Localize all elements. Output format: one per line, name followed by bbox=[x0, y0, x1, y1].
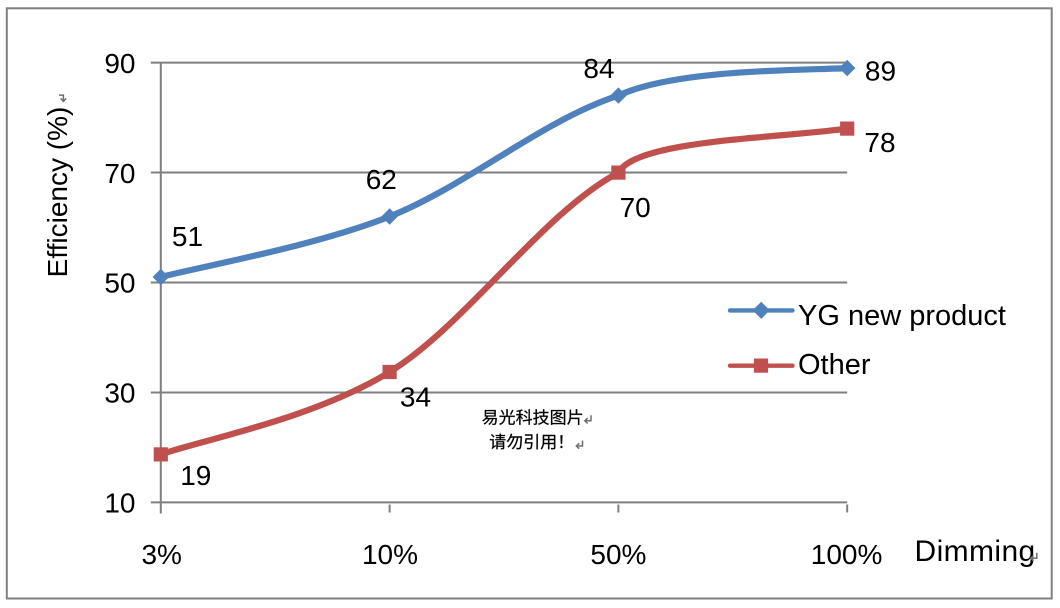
svg-text:34: 34 bbox=[400, 382, 431, 413]
svg-text:19: 19 bbox=[180, 460, 211, 491]
svg-text:Other: Other bbox=[798, 349, 871, 381]
svg-text:YG new product: YG new product bbox=[798, 300, 1006, 332]
svg-text:89: 89 bbox=[865, 56, 896, 87]
svg-text:3%: 3% bbox=[141, 539, 181, 570]
svg-text:50%: 50% bbox=[590, 539, 646, 570]
svg-text:70: 70 bbox=[620, 192, 651, 223]
svg-text:10: 10 bbox=[104, 488, 135, 519]
svg-text:Dimming: Dimming bbox=[915, 535, 1036, 568]
svg-text:70: 70 bbox=[104, 158, 135, 189]
svg-text:30: 30 bbox=[104, 378, 135, 409]
svg-text:10%: 10% bbox=[362, 539, 418, 570]
svg-text:51: 51 bbox=[172, 221, 203, 252]
svg-text:78: 78 bbox=[864, 127, 895, 158]
svg-text:100%: 100% bbox=[811, 539, 883, 570]
svg-text:84: 84 bbox=[583, 53, 614, 84]
svg-text:62: 62 bbox=[366, 164, 397, 195]
svg-text:90: 90 bbox=[104, 48, 135, 79]
svg-text:Efficiency (%): Efficiency (%) bbox=[42, 107, 73, 278]
svg-text:50: 50 bbox=[104, 268, 135, 299]
